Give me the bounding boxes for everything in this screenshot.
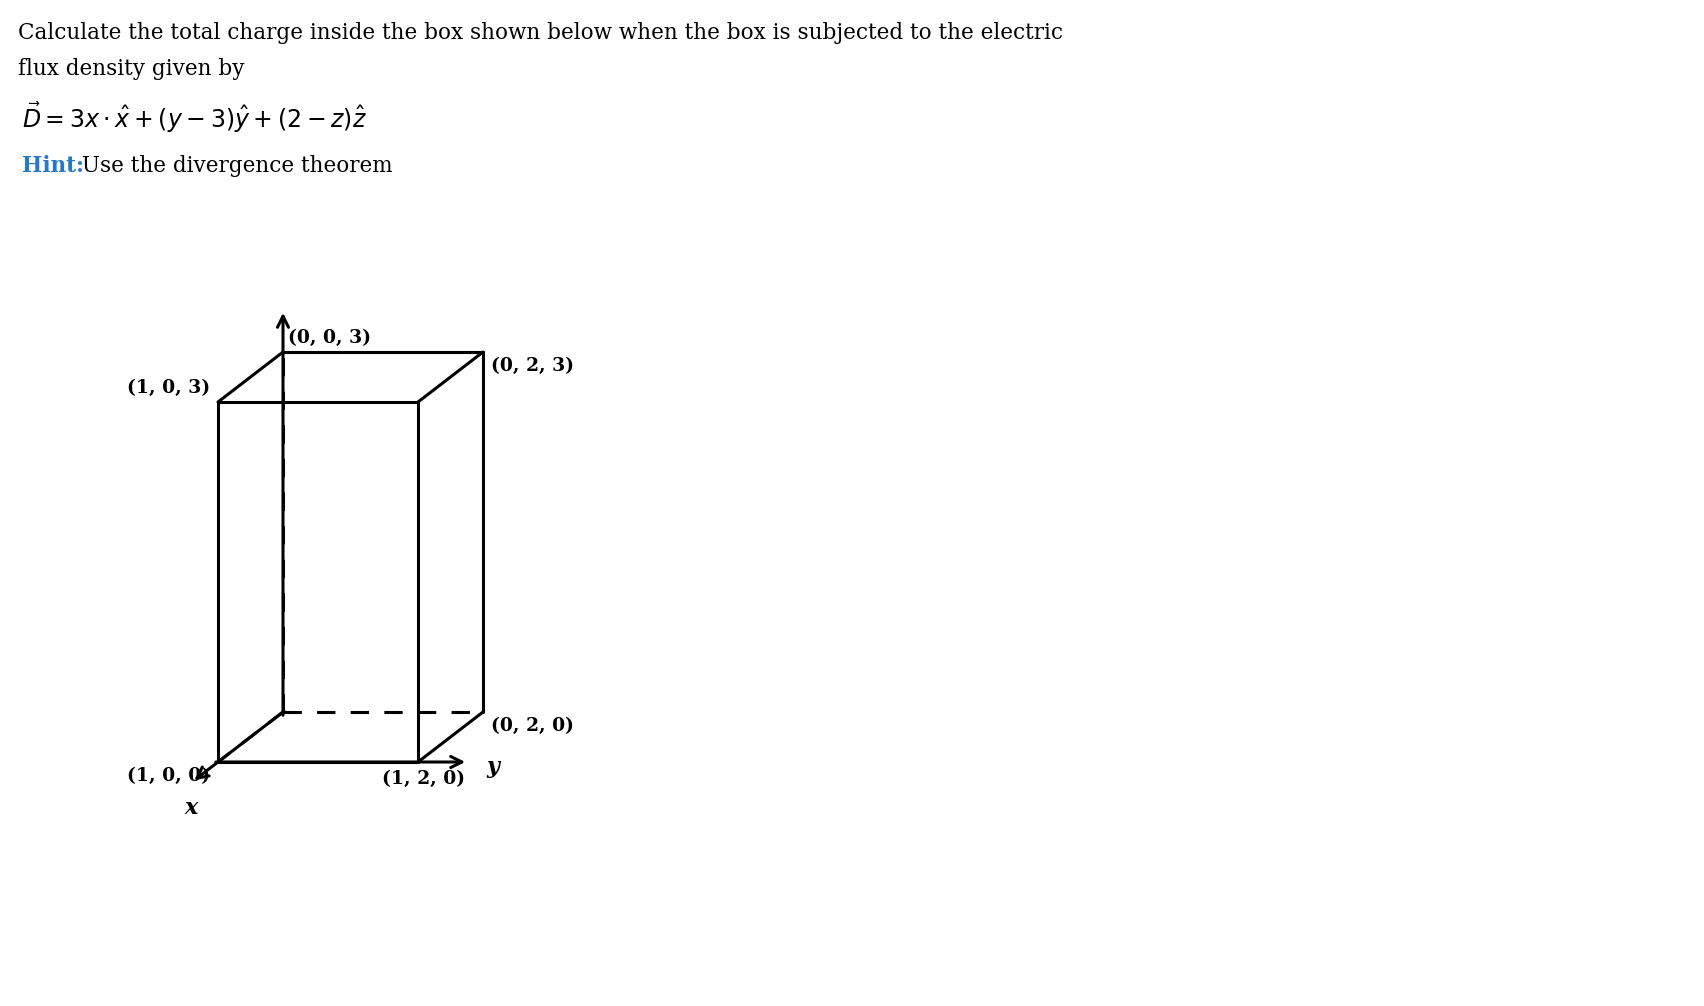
Text: (1, 2, 0): (1, 2, 0) xyxy=(382,770,465,788)
Text: (1, 0, 3): (1, 0, 3) xyxy=(126,379,210,397)
Text: (0, 2, 0): (0, 2, 0) xyxy=(491,717,574,735)
Text: $\vec{D} = 3x\cdot\hat{x} + (y-3)\hat{y} + (2-z)\hat{z}$: $\vec{D} = 3x\cdot\hat{x} + (y-3)\hat{y}… xyxy=(22,100,366,135)
Text: x: x xyxy=(184,797,198,819)
Text: (1, 0, 0): (1, 0, 0) xyxy=(128,767,210,785)
Text: (0, 2, 3): (0, 2, 3) xyxy=(491,357,574,375)
Text: (0, 0, 3): (0, 0, 3) xyxy=(288,329,371,347)
Text: Use the divergence theorem: Use the divergence theorem xyxy=(75,155,392,177)
Text: flux density given by: flux density given by xyxy=(19,58,244,80)
Text: y: y xyxy=(486,756,499,778)
Text: Hint:: Hint: xyxy=(22,155,83,177)
Text: Calculate the total charge inside the box shown below when the box is subjected : Calculate the total charge inside the bo… xyxy=(19,22,1063,44)
